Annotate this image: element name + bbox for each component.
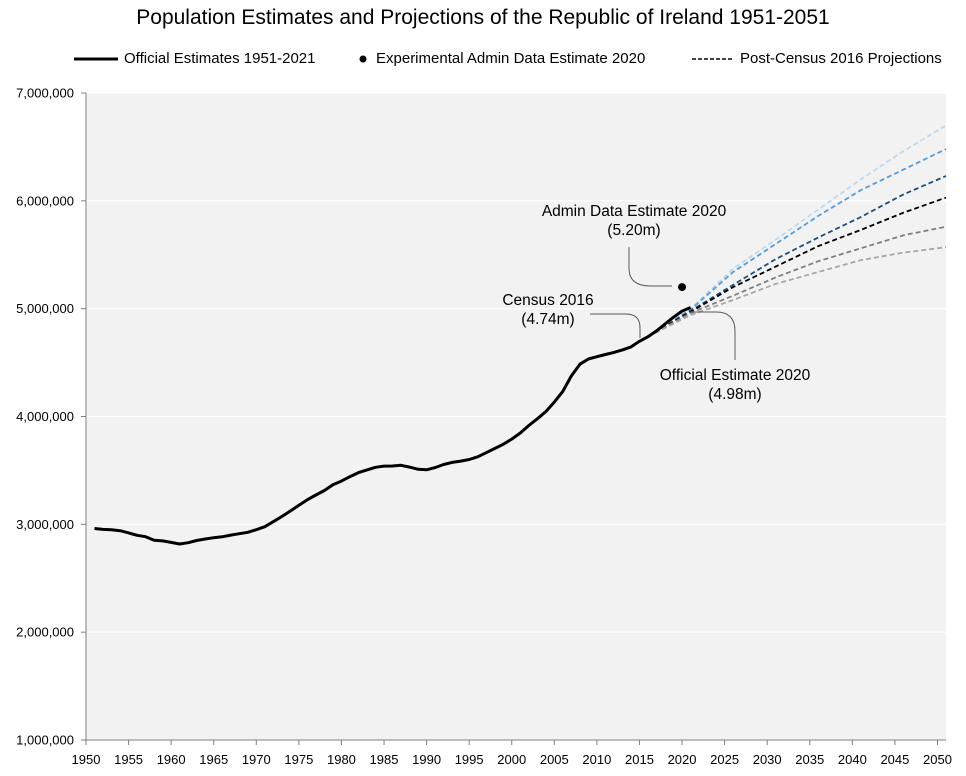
admin-estimate <box>678 283 687 292</box>
annotation-census-line-1: Census 2016 <box>502 292 593 309</box>
legend-label-official: Official Estimates 1951-2021 <box>124 50 316 67</box>
y-tick-label: 6,000,000 <box>16 193 74 208</box>
legend-swatch-dashed <box>692 57 734 60</box>
projection-line-3 <box>647 175 947 338</box>
x-tick-label: 1980 <box>327 752 356 767</box>
legend-item-admin[interactable]: Experimental Admin Data Estimate 2020 <box>358 50 645 67</box>
annotation-official-2020-line-2: (4.98m) <box>708 386 761 403</box>
x-tick-label: 2030 <box>753 752 782 767</box>
annotation-official-2020-line-1: Official Estimate 2020 <box>660 367 811 384</box>
annotation-census-line-2: (4.74m) <box>521 311 574 328</box>
y-tick-label: 5,000,000 <box>16 301 74 316</box>
annotation-admin-line-2: (5.20m) <box>607 222 660 239</box>
callout-admin <box>628 247 672 287</box>
x-tick-label: 1965 <box>199 752 228 767</box>
x-tick-label: 2035 <box>795 752 824 767</box>
x-axis-ticks: 1950 1955 1960 1965 1970 1975 1980 1985 1990 1995… <box>72 740 952 767</box>
admin-estimate-point <box>678 283 687 292</box>
official-series <box>94 306 692 546</box>
y-axis-ticks: 1,000,000 2,000,000 3,000,000 4,000,000 5,00… <box>16 86 86 748</box>
x-tick-label: 1955 <box>114 752 143 767</box>
projection-line-5 <box>647 225 947 338</box>
x-tick-label: 2040 <box>838 752 867 767</box>
x-tick-label: 1950 <box>72 752 101 767</box>
y-tick-label: 1,000,000 <box>16 733 74 748</box>
x-tick-label: 2020 <box>668 752 697 767</box>
x-tick-label: 1975 <box>284 752 313 767</box>
x-tick-label: 2015 <box>625 752 654 767</box>
x-tick-label: 2045 <box>880 752 909 767</box>
callout-census <box>590 313 641 338</box>
legend-swatch-solid <box>74 57 118 60</box>
annotation-admin-line-1: Admin Data Estimate 2020 <box>542 203 727 220</box>
projection-series <box>647 124 947 338</box>
legend-label-admin: Experimental Admin Data Estimate 2020 <box>376 50 646 67</box>
annotations: Admin Data Estimate 2020 (5.20m) Census 20… <box>502 203 810 403</box>
x-tick-label: 1985 <box>370 752 399 767</box>
official-estimates-line <box>94 306 692 546</box>
x-tick-label: 1995 <box>455 752 484 767</box>
legend-swatch-dot <box>359 55 367 62</box>
x-tick-label: 2010 <box>582 752 611 767</box>
x-tick-label: 1960 <box>157 752 186 767</box>
projection-line-6 <box>647 246 947 338</box>
x-tick-label: 2000 <box>497 752 526 767</box>
x-tick-label: 2005 <box>540 752 569 767</box>
y-tick-label: 3,000,000 <box>16 517 74 532</box>
x-tick-label: 1990 <box>412 752 441 767</box>
legend: Official Estimates 1951-2021 Experimenta… <box>0 50 966 74</box>
y-tick-label: 7,000,000 <box>16 86 74 101</box>
y-tick-label: 2,000,000 <box>16 625 74 640</box>
legend-label-projections: Post-Census 2016 Projections <box>740 50 942 67</box>
x-tick-label: 2025 <box>710 752 739 767</box>
legend-item-projections[interactable]: Post-Census 2016 Projections <box>692 50 942 67</box>
projection-line-1 <box>647 124 947 338</box>
callout-official-2020 <box>690 311 736 360</box>
x-tick-label: 1970 <box>242 752 271 767</box>
legend-item-official[interactable]: Official Estimates 1951-2021 <box>74 50 316 67</box>
chart-title: Population Estimates and Projections of … <box>136 6 830 29</box>
projection-line-4 <box>647 196 947 338</box>
projection-line-2 <box>647 148 947 338</box>
x-tick-label: 2050 <box>923 752 952 767</box>
y-tick-label: 4,000,000 <box>16 409 74 424</box>
